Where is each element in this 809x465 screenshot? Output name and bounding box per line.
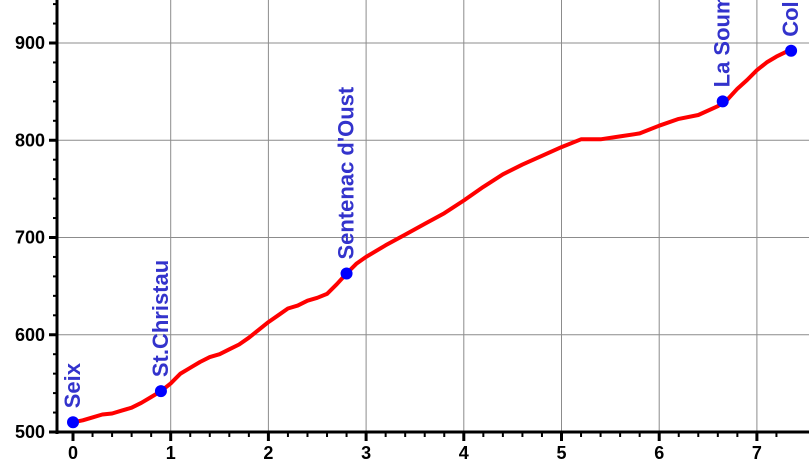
x-tick-label: 7: [752, 443, 762, 463]
elevation-line: [71, 48, 794, 425]
waypoint-label: Seix: [60, 362, 85, 408]
waypoints: Seix St.Christau Sentenac d'Oust La Soumère…: [60, 0, 803, 429]
y-tick-label: 700: [15, 228, 45, 248]
y-tick-label: 500: [15, 422, 45, 442]
waypoint-label: Col de Catchaudégue: [778, 0, 803, 37]
waypoint-label: St.Christau: [148, 260, 173, 377]
x-tick-label: 4: [459, 443, 469, 463]
waypoint-label: La Soumère: [710, 0, 735, 87]
waypoint-marker: [785, 44, 798, 57]
y-tick-label: 800: [15, 130, 45, 150]
waypoint-marker: [716, 95, 729, 108]
y-tick-label: 900: [15, 33, 45, 53]
y-tick-label: 600: [15, 325, 45, 345]
elevation-series: [71, 48, 794, 425]
x-tick-label: 3: [361, 443, 371, 463]
tick-labels: 500 600 700 800 900 0 1 2 3 4 5 6 7: [15, 33, 762, 463]
grid: [57, 0, 809, 432]
waypoint-marker: [67, 416, 79, 429]
x-tick-label: 0: [68, 443, 78, 463]
x-tick-label: 5: [556, 443, 566, 463]
waypoint-marker: [154, 385, 167, 398]
x-tick-label: 6: [654, 443, 664, 463]
waypoint-marker: [340, 267, 353, 280]
x-tick-label: 1: [166, 443, 176, 463]
axes: [49, 0, 809, 441]
x-tick-label: 2: [263, 443, 273, 463]
waypoint-label: Sentenac d'Oust: [334, 86, 359, 259]
